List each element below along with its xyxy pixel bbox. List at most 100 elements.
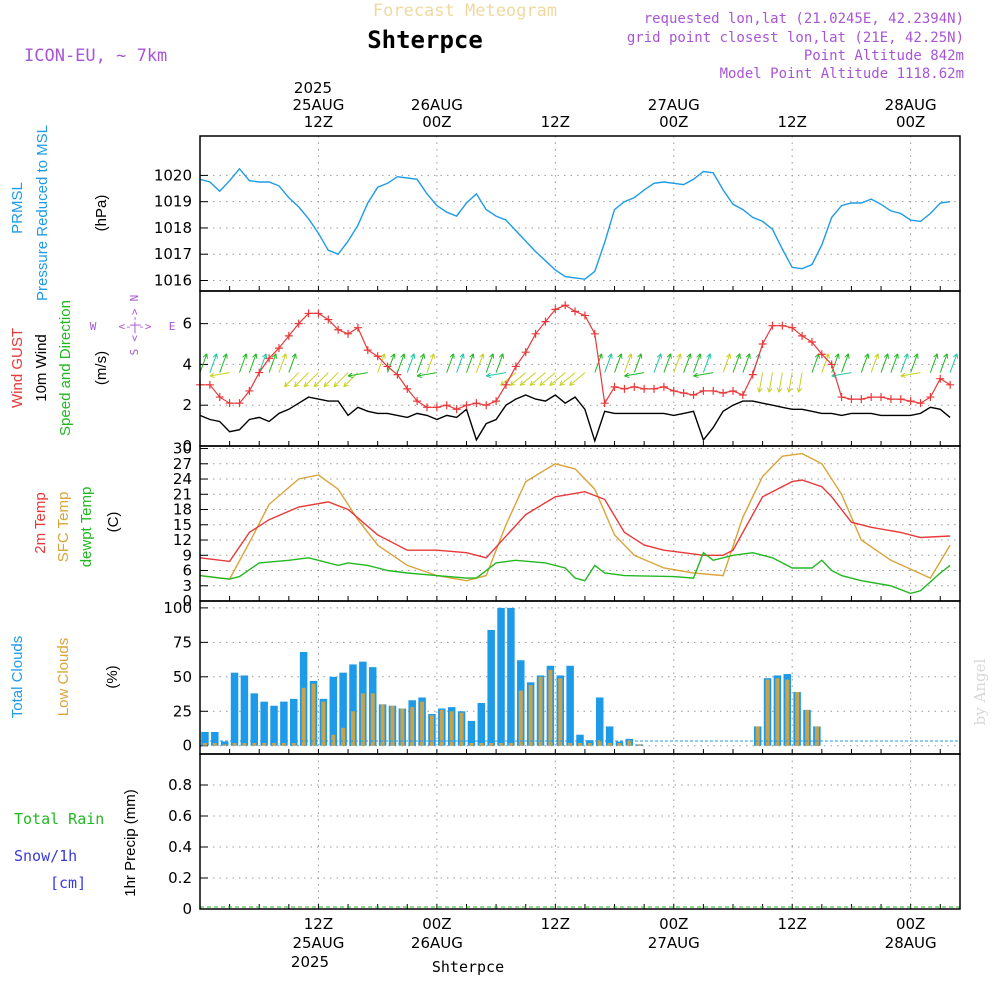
gust-marker	[235, 399, 244, 408]
wind-arrow	[288, 353, 297, 373]
gust-marker	[926, 393, 935, 402]
bottom-hour-label: 00Z	[422, 915, 451, 933]
low-cloud-bar	[578, 742, 582, 746]
wind-arrow	[313, 372, 329, 388]
y-tick-label: 50	[173, 668, 192, 686]
low-cloud-bar	[449, 711, 454, 746]
wind-arrow	[377, 353, 385, 373]
low-cloud-bar	[212, 742, 217, 746]
gust-marker	[452, 405, 461, 414]
gust-marker	[669, 386, 678, 395]
wind-arrow	[594, 353, 603, 373]
low-cloud-bar	[489, 742, 494, 746]
svg-text:E: E	[169, 320, 176, 333]
wind-arrow-head	[347, 372, 354, 378]
gust-marker	[314, 309, 323, 318]
low-cloud-bar	[548, 669, 553, 746]
low-cloud-bar	[538, 676, 543, 746]
wind-arrow-head	[757, 387, 763, 393]
gust-marker	[225, 399, 234, 408]
gust-marker	[580, 311, 589, 320]
wind-arrow-head	[900, 372, 906, 378]
total-cloud-bar	[467, 720, 476, 746]
wind-arrow	[248, 353, 257, 373]
total-rain-label: Total Rain	[14, 810, 104, 828]
footer-station: Shterpce	[432, 958, 504, 976]
wind-arrow	[900, 372, 921, 377]
wind-arrow-head	[429, 353, 435, 359]
gust-marker	[492, 397, 501, 406]
low-cloud-bar	[479, 742, 484, 746]
bottom-date-label: 28AUG	[885, 934, 937, 952]
y-tick-label: 1019	[154, 193, 192, 211]
wind-arrow	[333, 372, 349, 388]
wind-arrow-head	[874, 353, 880, 359]
wind-arrow-head	[943, 353, 949, 359]
wind-arrow	[693, 372, 714, 377]
wind-arrow	[416, 353, 425, 373]
gust-marker	[383, 362, 392, 371]
wind-arrow	[559, 372, 576, 386]
gust-marker	[788, 323, 797, 332]
y-tick-label: 0	[182, 592, 192, 610]
y-tick-label: 1020	[154, 166, 192, 184]
wind-arrow-head	[883, 353, 889, 359]
bottom-date-label: 27AUG	[648, 934, 700, 952]
wind-arrow-head	[498, 353, 505, 359]
bottom-hour-label: 00Z	[659, 915, 688, 933]
y-tick-label: 0.6	[168, 807, 192, 825]
precip-panel: 0 0.2 0.4 0.6 0.8 Total Rain Snow/1h [cm] 1h…	[14, 753, 961, 918]
bottom-date-label: 26AUG	[411, 934, 463, 952]
top-hour-label: 00Z	[422, 113, 451, 131]
sfc-temp-series-line	[199, 452, 951, 582]
low-cloud-bar	[508, 742, 513, 746]
wind-arrow	[870, 353, 879, 373]
wind-arrow	[653, 353, 662, 373]
total-cloud-bar	[280, 701, 288, 746]
total-cloud-bar	[211, 731, 219, 746]
wind-arrow	[426, 353, 435, 373]
gust-marker	[936, 374, 945, 383]
gust-marker	[353, 323, 362, 332]
wind-arrow-head	[212, 353, 218, 359]
wind-arrow-head	[637, 353, 643, 359]
y-tick-label: 27	[173, 455, 192, 473]
gust-marker	[650, 384, 659, 393]
gust-marker	[620, 384, 629, 393]
wind-arrow	[900, 353, 909, 373]
wind-arrow-head	[410, 353, 416, 359]
wind-arrow-head	[284, 381, 290, 388]
gust-marker	[304, 309, 313, 318]
gust-marker	[590, 329, 599, 338]
low-cloud-bar	[429, 715, 434, 746]
wind-arrow	[569, 372, 586, 386]
gust-marker	[738, 391, 747, 400]
wind-arrow-head	[303, 381, 310, 388]
wind-arrow	[348, 372, 368, 377]
gust-marker	[896, 395, 905, 404]
wind-arrow	[758, 372, 764, 393]
gust-marker	[541, 317, 550, 326]
gust-marker	[758, 340, 767, 349]
bottom-hour-label: 12Z	[541, 915, 570, 933]
wind-arrow-head	[693, 372, 699, 378]
low-cloud-bar	[765, 679, 770, 746]
top-date-label: 25AUG	[292, 96, 344, 114]
wind-arrow-head	[952, 353, 959, 359]
gust-marker	[205, 380, 214, 389]
svg-text:<-|->: <-|->	[128, 308, 141, 341]
y-tick-label: 6	[182, 562, 192, 580]
wind-arrow	[949, 353, 958, 373]
wind-arrow	[219, 353, 228, 373]
wind-arrow-head	[735, 353, 741, 359]
y-tick-label: 0.2	[168, 869, 192, 887]
wind-arrow	[673, 353, 682, 373]
y-tick-label: 75	[173, 633, 192, 651]
wind-arrow-head	[624, 372, 630, 378]
wind-arrow-head	[696, 353, 702, 359]
model-label: ICON-EU, ~ 7km	[24, 46, 167, 66]
low-cloud-bar	[400, 708, 405, 746]
pressure-label: Pressure Reduced to MSL	[34, 125, 51, 301]
top-hour-label: 12Z	[304, 113, 333, 131]
